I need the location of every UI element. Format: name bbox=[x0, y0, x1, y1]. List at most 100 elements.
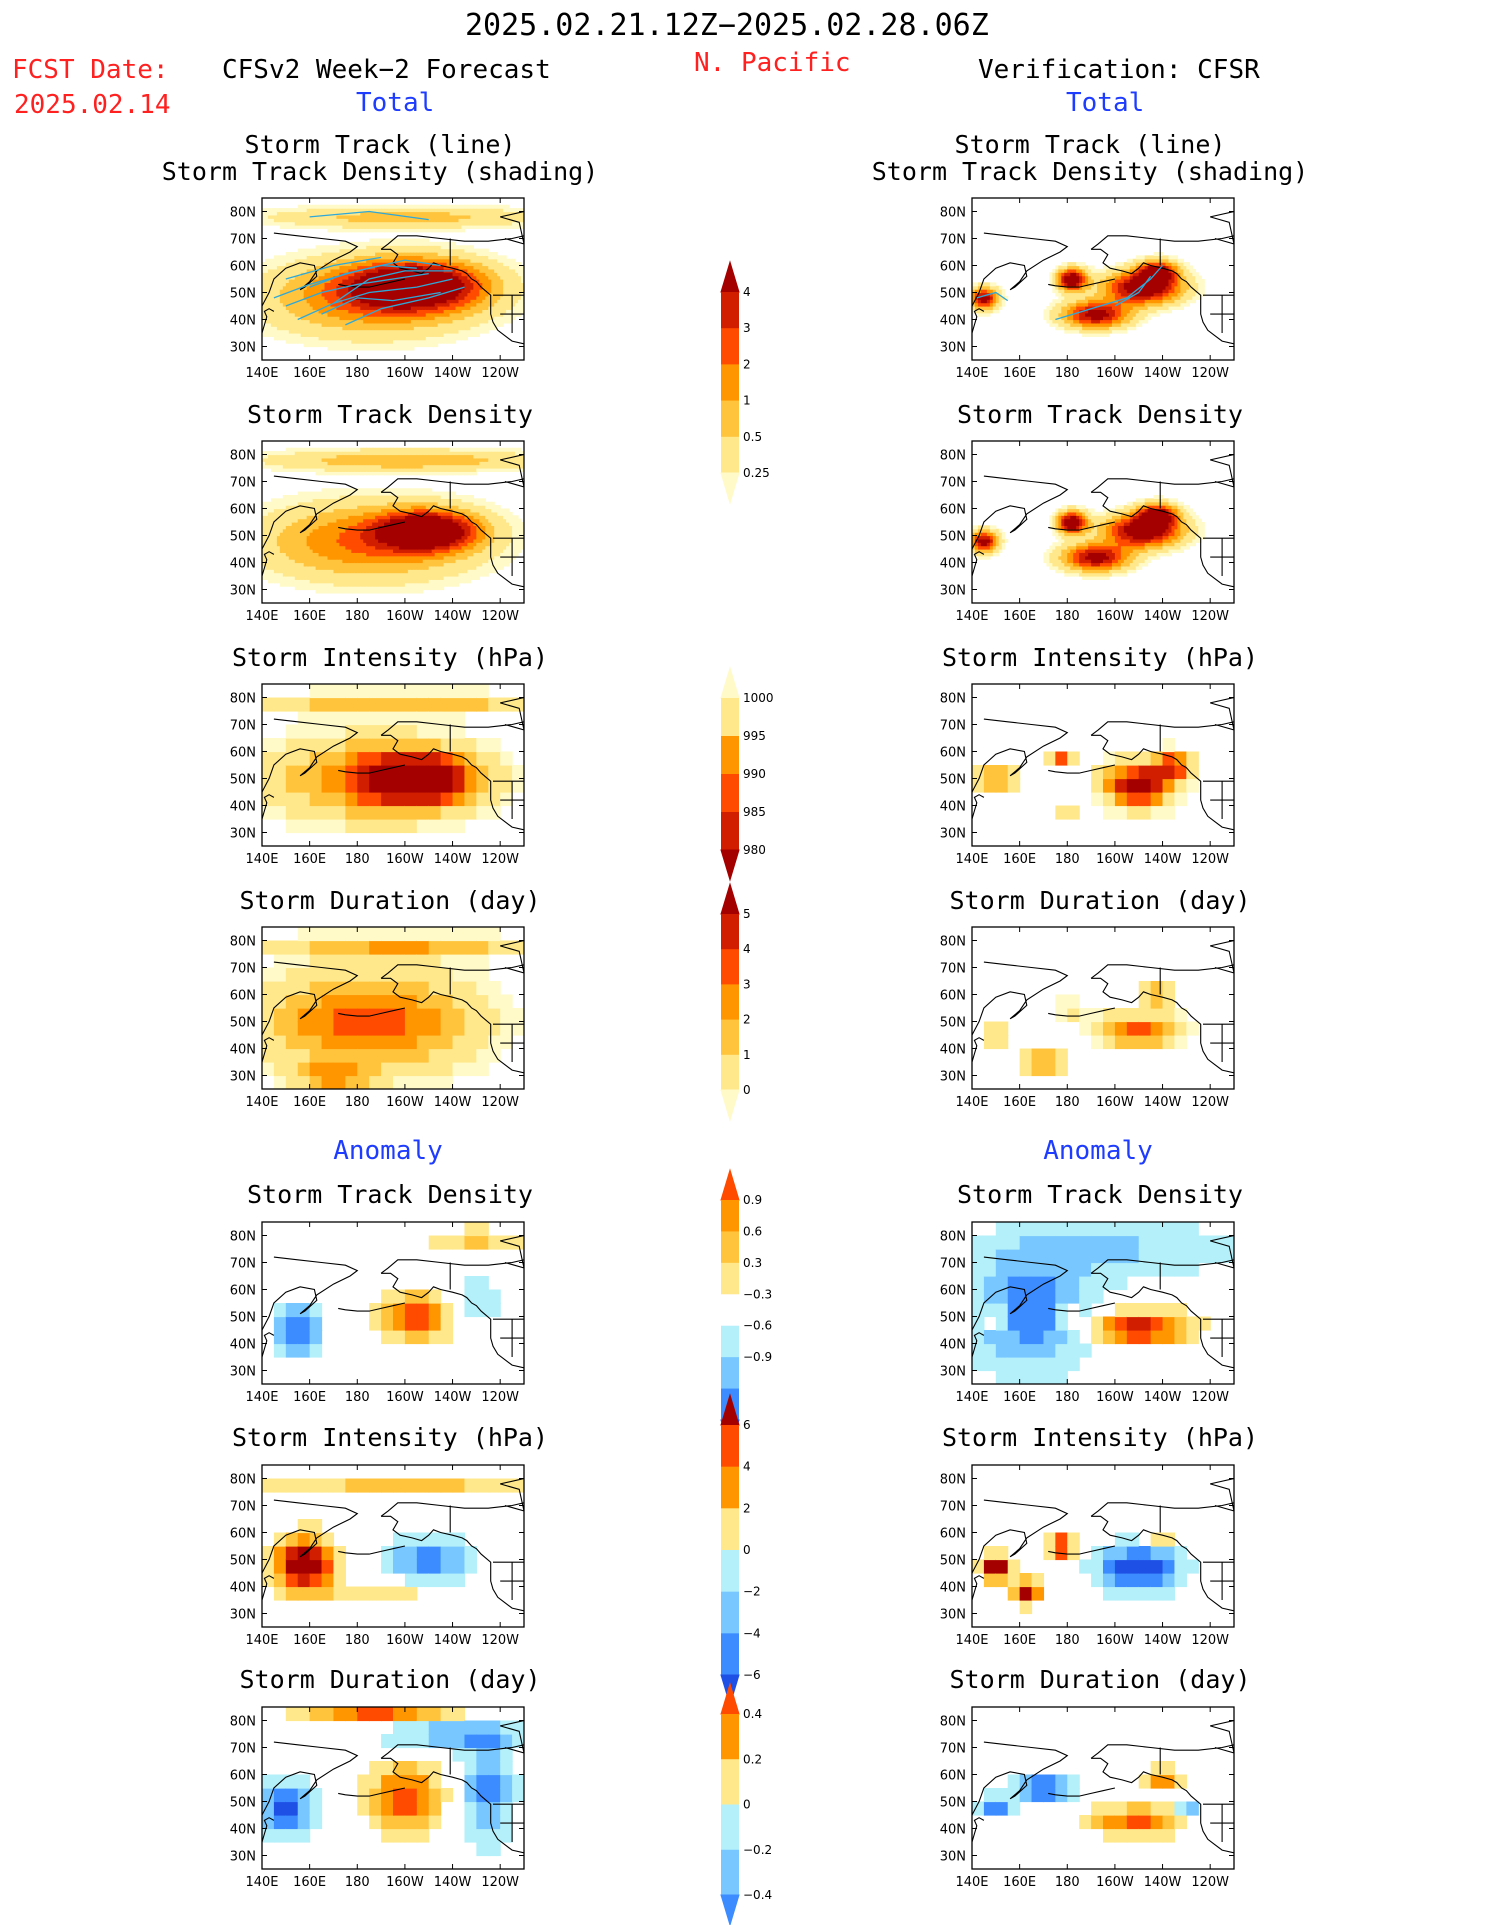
field-cell bbox=[1117, 302, 1122, 307]
field-cell bbox=[285, 299, 290, 304]
field-cell bbox=[288, 295, 293, 300]
field-cell bbox=[1064, 295, 1068, 300]
field-cell bbox=[1177, 285, 1182, 290]
field-cell bbox=[972, 299, 976, 304]
field-cell bbox=[395, 225, 400, 229]
field-cell bbox=[977, 285, 982, 290]
field-cell bbox=[348, 339, 352, 344]
field-cell bbox=[1189, 272, 1193, 277]
field-cell bbox=[321, 586, 326, 591]
field-cell bbox=[506, 295, 510, 300]
field-cell bbox=[455, 248, 460, 253]
field-cell bbox=[273, 515, 278, 520]
field-cell bbox=[378, 306, 382, 310]
field-cell bbox=[1120, 272, 1125, 277]
field-cell bbox=[279, 522, 284, 526]
field-cell bbox=[1061, 312, 1065, 317]
field-cell bbox=[1079, 299, 1083, 304]
field-cell bbox=[309, 555, 314, 560]
field-cell bbox=[312, 312, 317, 317]
field-cell bbox=[279, 306, 284, 310]
field-cell bbox=[488, 279, 492, 283]
field-cell bbox=[482, 265, 486, 270]
field-cell bbox=[339, 346, 343, 351]
field-cell bbox=[282, 299, 287, 304]
field-cell bbox=[384, 322, 388, 327]
field-cell bbox=[461, 272, 466, 277]
field-cell bbox=[336, 275, 341, 280]
field-cell bbox=[300, 522, 305, 526]
field-cell bbox=[1144, 302, 1149, 307]
field-cell bbox=[363, 333, 367, 337]
field-cell bbox=[443, 262, 448, 267]
field-cell bbox=[384, 336, 388, 341]
field-cell bbox=[339, 221, 343, 226]
field-cell bbox=[1126, 326, 1131, 331]
field-cell bbox=[288, 576, 293, 580]
field-cell bbox=[1055, 265, 1059, 270]
field-cell bbox=[449, 285, 454, 290]
field-cell bbox=[467, 262, 472, 267]
field-cell bbox=[288, 214, 293, 219]
field-cell bbox=[482, 295, 486, 300]
field-cell bbox=[458, 262, 463, 267]
field-cell bbox=[267, 545, 272, 550]
field-cell bbox=[360, 245, 364, 250]
field-cell bbox=[470, 211, 474, 216]
field-cell bbox=[1079, 262, 1083, 267]
field-cell bbox=[972, 282, 976, 287]
field-cell bbox=[1165, 275, 1170, 280]
field-cell bbox=[267, 565, 272, 570]
field-cell bbox=[500, 208, 504, 213]
field-cell bbox=[1153, 306, 1158, 310]
field-cell bbox=[369, 262, 373, 267]
field-cell bbox=[336, 302, 341, 307]
field-cell bbox=[464, 255, 469, 260]
field-cell bbox=[1073, 285, 1077, 290]
field-cell bbox=[372, 312, 376, 317]
field-cell bbox=[288, 582, 293, 587]
field-cell bbox=[270, 511, 275, 516]
field-cell bbox=[324, 282, 329, 287]
field-cell bbox=[369, 214, 373, 219]
field-cell bbox=[518, 262, 522, 267]
field-cell bbox=[264, 272, 269, 277]
field-cell bbox=[297, 268, 302, 273]
field-cell bbox=[1100, 272, 1104, 277]
field-cell bbox=[1159, 309, 1164, 314]
field-cell bbox=[446, 275, 451, 280]
field-cell bbox=[1162, 299, 1167, 304]
field-cell bbox=[273, 454, 278, 459]
field-cell bbox=[262, 451, 266, 456]
field-cell bbox=[443, 299, 448, 304]
field-cell bbox=[291, 464, 296, 469]
field-cell bbox=[312, 299, 317, 304]
field-cell bbox=[1192, 285, 1196, 290]
field-cell bbox=[398, 255, 403, 260]
field-cell bbox=[470, 322, 474, 327]
field-cell bbox=[312, 454, 317, 459]
field-cell bbox=[339, 292, 343, 297]
field-cell bbox=[333, 228, 338, 233]
field-cell bbox=[297, 225, 302, 229]
field-cell bbox=[387, 295, 391, 300]
field-cell bbox=[273, 329, 278, 334]
field-cell bbox=[318, 214, 323, 219]
field-cell bbox=[1100, 319, 1104, 324]
field-cell bbox=[455, 312, 460, 317]
field-cell bbox=[318, 555, 323, 560]
field-cell bbox=[470, 218, 474, 223]
field-cell bbox=[410, 339, 415, 344]
field-cell bbox=[321, 343, 326, 348]
field-cell bbox=[262, 542, 266, 547]
field-cell bbox=[267, 329, 272, 334]
field-cell bbox=[291, 292, 296, 297]
field-cell bbox=[440, 211, 445, 216]
field-cell bbox=[1111, 319, 1116, 324]
field-cell bbox=[309, 312, 314, 317]
field-cell bbox=[348, 309, 352, 314]
field-cell bbox=[360, 333, 364, 337]
field-cell bbox=[309, 447, 314, 452]
field-cell bbox=[294, 535, 299, 540]
field-cell bbox=[1150, 292, 1155, 297]
